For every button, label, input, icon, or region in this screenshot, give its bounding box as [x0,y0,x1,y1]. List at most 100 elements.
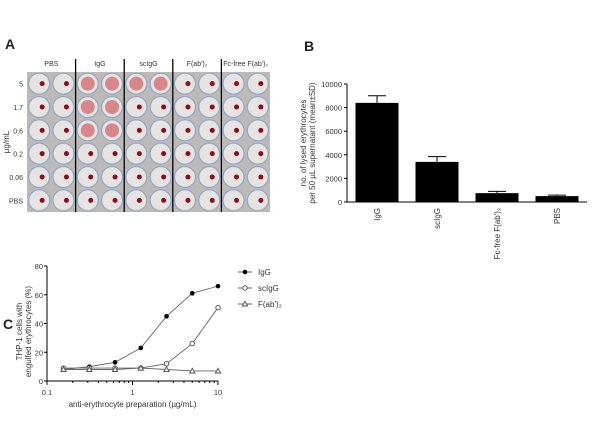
erythrocyte-pellet [258,104,264,110]
b-y-axis-label: no. of lysed erythrocytes [299,100,308,187]
erythrocyte-pellet [185,197,191,203]
well [198,95,221,119]
erythrocyte-pellet [234,81,240,87]
erythrocyte-pellet [136,174,142,180]
well [100,165,124,189]
well [198,72,221,95]
erythrocyte-pellet [209,104,215,110]
well [222,165,245,189]
well [125,142,148,165]
well [222,95,245,119]
well [198,119,221,142]
b-y-tick-label: 10000 [321,80,342,89]
erythrocyte-pellet [39,104,45,110]
b-bar [535,196,579,202]
erythrocyte-pellet [234,197,240,203]
c-data-point [163,365,170,372]
well [173,95,197,119]
erythrocyte-pellet [63,81,69,87]
well [28,95,51,119]
erythrocyte-pellet [112,197,118,203]
erythrocyte-pellet [234,127,240,133]
c-legend-label: F(ab')₂ [258,300,282,309]
row-label: 5 [19,82,23,89]
b-y-tick-label: 2000 [325,174,342,183]
lysed-well [80,76,95,91]
well [222,72,245,95]
row-axis-label: µg/mL [2,130,11,153]
erythrocyte-pellet [185,127,191,133]
well [76,142,99,165]
erythrocyte-pellet [209,127,215,133]
c-x-axis-label: anti-erythrocyte preparation (µg/mL) [69,400,197,409]
c-y-tick-label: 60 [35,291,43,300]
well [52,189,75,212]
well [52,165,75,189]
well [173,189,197,212]
b-y-tick-label: 4000 [325,151,342,160]
erythrocyte-pellet [185,104,191,110]
well [246,95,269,119]
well [246,72,269,95]
b-y-tick-label: 6000 [325,127,342,136]
well [28,72,51,95]
well [52,72,75,95]
erythrocyte-pellet [39,174,45,180]
column-label: PBS [44,61,58,68]
erythrocyte-pellet [88,151,94,157]
c-legend-label: scIgG [258,284,279,293]
column-label: IgG [94,61,105,68]
c-data-point [214,367,222,374]
b-x-tick-label: IgG [373,208,382,221]
lysed-well [80,100,95,114]
b-bar [475,193,519,202]
erythrocyte-pellet [161,151,167,157]
c-y-tick-label: 0 [39,377,43,386]
well [198,189,221,212]
erythrocyte-pellet [185,174,191,180]
c-y-axis-label: engulfed erythrocytes (%) [24,286,33,377]
c-data-point [85,365,93,372]
well [125,189,148,212]
well [149,119,172,142]
erythrocyte-pellet [234,104,240,110]
well [246,119,269,142]
well [100,189,124,212]
b-x-tick-label: PBS [553,208,562,224]
erythrocyte-pellet [258,127,264,133]
b-y-axis-label: per 50 µL supernatant (mean±SD) [308,82,317,204]
erythrocyte-pellet [39,151,45,157]
erythrocyte-pellet [88,197,94,203]
well [76,189,99,212]
well [149,95,172,119]
erythrocyte-pellet [258,174,264,180]
well [28,189,51,212]
c-legend-marker [242,269,248,275]
well [28,142,51,165]
c-x-tick-label: 10 [214,388,222,397]
lysed-well [153,76,168,91]
b-bar [415,161,459,202]
well [52,142,75,165]
well [52,119,75,142]
erythrocyte-pellet [258,151,264,157]
c-y-tick-label: 80 [35,262,43,271]
c-data-point [164,314,169,319]
erythrocyte-pellet [136,127,142,133]
erythrocyte-pellet [258,197,264,203]
well [222,189,245,212]
c-data-point [189,291,195,296]
well [173,142,197,165]
erythrocyte-pellet [39,197,45,203]
c-data-point [188,367,196,374]
c-data-point [111,365,119,372]
erythrocyte-pellet [88,174,94,180]
b-y-tick-label: 0 [338,198,342,207]
well [149,189,172,212]
erythrocyte-pellet [161,197,167,203]
row-label: PBS [9,198,23,205]
erythrocyte-pellet [39,81,45,87]
c-data-point [137,364,145,371]
c-y-tick-label: 40 [35,320,43,329]
c-legend-marker [241,300,249,307]
